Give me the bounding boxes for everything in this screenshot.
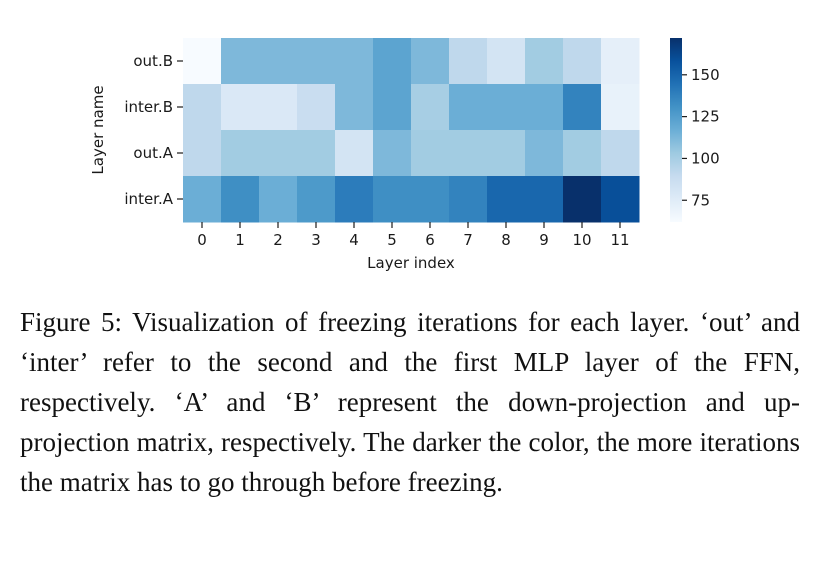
heatmap-cell — [601, 130, 640, 177]
heatmap-cell — [411, 176, 450, 223]
y-axis-ticks: out.B inter.B out.A inter.A — [124, 52, 183, 208]
heatmap-cell — [601, 84, 640, 131]
y-tick-label: inter.A — [124, 190, 173, 208]
heatmap-cell — [373, 176, 412, 223]
heatmap-cell — [411, 38, 450, 85]
heatmap-cell — [449, 130, 488, 177]
heatmap-cell — [335, 84, 374, 131]
heatmap-cell — [563, 176, 602, 223]
heatmap-cell — [183, 38, 222, 85]
heatmap-cell — [221, 84, 260, 131]
figure-caption: Figure 5: Visualization of freezing iter… — [20, 307, 800, 497]
heatmap-cell — [297, 130, 336, 177]
heatmap-cell — [601, 176, 640, 223]
x-axis-title: Layer index — [367, 254, 455, 272]
x-tick-label: 9 — [539, 231, 549, 249]
heatmap-cell — [449, 38, 488, 85]
colorbar-tick-label: 75 — [691, 191, 710, 209]
x-tick-label: 7 — [463, 231, 473, 249]
x-tick-label: 5 — [387, 231, 397, 249]
heatmap-cell — [259, 176, 298, 223]
colorbar-tick-label: 125 — [691, 108, 720, 126]
y-tick-label: out.B — [133, 52, 173, 70]
heatmap-cell — [259, 130, 298, 177]
heatmap-cell — [563, 38, 602, 85]
heatmap-cell — [335, 130, 374, 177]
y-axis-title: Layer name — [89, 85, 107, 174]
heatmap-cell — [373, 84, 412, 131]
heatmap-cell — [335, 176, 374, 223]
x-tick-label: 2 — [273, 231, 283, 249]
heatmap-cell — [525, 176, 564, 223]
x-tick-label: 11 — [610, 231, 629, 249]
heatmap-cell — [525, 84, 564, 131]
heatmap-cell — [373, 38, 412, 85]
x-tick-label: 4 — [349, 231, 359, 249]
x-tick-label: 0 — [197, 231, 207, 249]
x-tick-label: 6 — [425, 231, 435, 249]
y-tick-label: out.A — [133, 144, 173, 162]
x-tick-label: 3 — [311, 231, 321, 249]
heatmap-cell — [487, 84, 526, 131]
heatmap-cell — [259, 38, 298, 85]
heatmap-cell — [411, 84, 450, 131]
heatmap-cell — [525, 130, 564, 177]
heatmap-cell — [221, 130, 260, 177]
x-tick-label: 10 — [572, 231, 591, 249]
colorbar — [670, 38, 682, 222]
heatmap-cells — [183, 38, 640, 223]
y-tick-label: inter.B — [124, 98, 173, 116]
heatmap-cell — [183, 84, 222, 131]
heatmap-cell — [563, 130, 602, 177]
heatmap-cell — [449, 84, 488, 131]
heatmap-cell — [297, 84, 336, 131]
heatmap-cell — [335, 38, 374, 85]
heatmap-cell — [259, 84, 298, 131]
heatmap-cell — [487, 130, 526, 177]
heatmap-cell — [487, 176, 526, 223]
heatmap-cell — [449, 176, 488, 223]
x-tick-label: 1 — [235, 231, 245, 249]
heatmap-cell — [601, 38, 640, 85]
x-axis-ticks: 0 1 2 3 4 5 6 7 8 9 10 11 — [197, 222, 630, 249]
heatmap-cell — [183, 130, 222, 177]
heatmap-cell — [525, 38, 564, 85]
heatmap-cell — [297, 38, 336, 85]
x-tick-label: 8 — [501, 231, 511, 249]
heatmap-cell — [487, 38, 526, 85]
colorbar-tick-label: 150 — [691, 66, 720, 84]
colorbar-tick-label: 100 — [691, 149, 720, 167]
heatmap-cell — [373, 130, 412, 177]
colorbar-ticks: 75 100 125 150 — [682, 66, 720, 209]
heatmap-cell — [563, 84, 602, 131]
heatmap-cell — [411, 130, 450, 177]
heatmap-cell — [297, 176, 336, 223]
heatmap-cell — [221, 176, 260, 223]
heatmap-cell — [221, 38, 260, 85]
heatmap-cell — [183, 176, 222, 223]
